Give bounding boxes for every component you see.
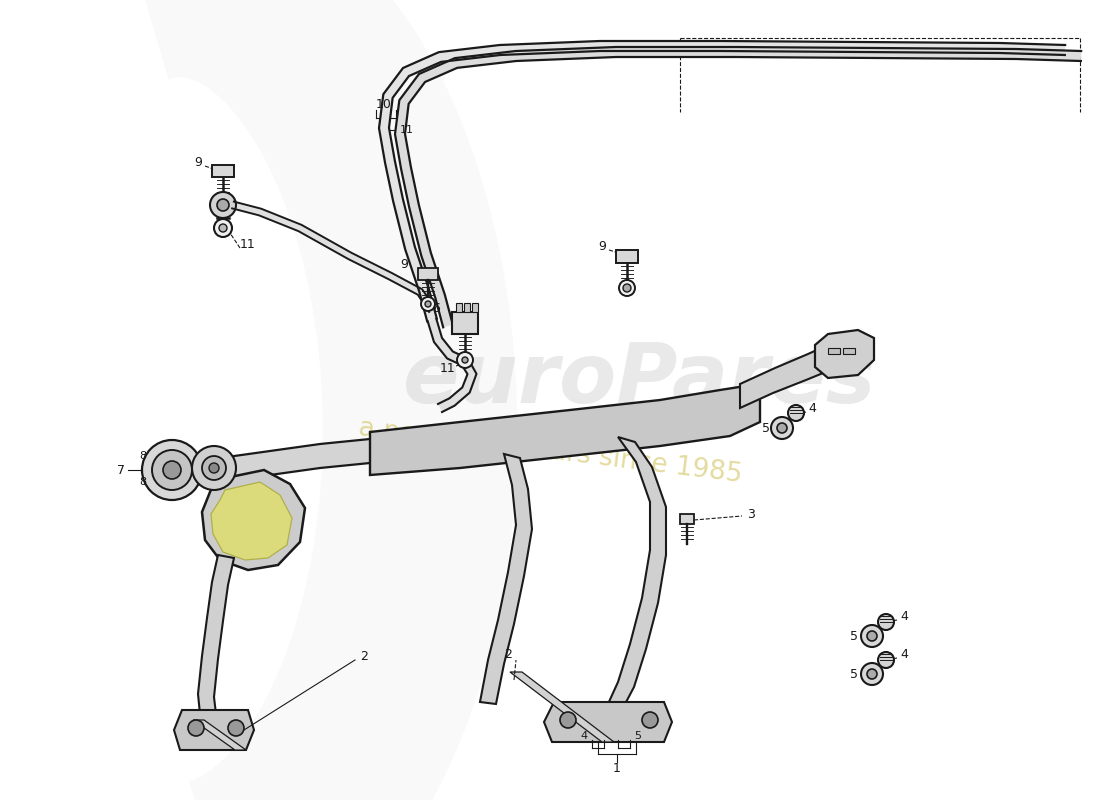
Text: 11: 11 xyxy=(240,238,256,250)
Circle shape xyxy=(188,720,204,736)
Circle shape xyxy=(861,625,883,647)
Bar xyxy=(452,312,478,334)
Circle shape xyxy=(642,712,658,728)
Bar xyxy=(616,250,638,263)
Text: 7: 7 xyxy=(117,463,125,477)
Bar xyxy=(843,348,855,354)
Text: 10: 10 xyxy=(376,98,392,110)
Polygon shape xyxy=(192,720,246,750)
Polygon shape xyxy=(198,555,234,714)
Circle shape xyxy=(228,720,244,736)
Text: 6: 6 xyxy=(432,302,440,314)
Polygon shape xyxy=(370,385,760,475)
Bar xyxy=(680,514,694,524)
Text: 5: 5 xyxy=(850,667,858,681)
Circle shape xyxy=(202,456,226,480)
Text: 4: 4 xyxy=(900,647,908,661)
Circle shape xyxy=(777,423,786,433)
Text: 8: 8 xyxy=(139,451,146,461)
Text: 4: 4 xyxy=(808,402,816,414)
Bar xyxy=(212,165,234,177)
Bar xyxy=(464,303,470,312)
Circle shape xyxy=(421,297,434,311)
Bar xyxy=(472,303,478,312)
Polygon shape xyxy=(608,437,666,706)
Polygon shape xyxy=(202,470,305,570)
Circle shape xyxy=(456,352,473,368)
Text: 9: 9 xyxy=(194,157,202,170)
Circle shape xyxy=(214,219,232,237)
Circle shape xyxy=(878,652,894,668)
Circle shape xyxy=(210,192,236,218)
Circle shape xyxy=(623,284,631,292)
Circle shape xyxy=(152,450,192,490)
Polygon shape xyxy=(815,330,875,378)
Polygon shape xyxy=(428,318,476,412)
Polygon shape xyxy=(740,340,845,408)
Circle shape xyxy=(560,712,576,728)
Text: 11: 11 xyxy=(440,362,455,374)
Text: 3: 3 xyxy=(747,507,755,521)
Text: 4: 4 xyxy=(581,731,589,741)
Bar xyxy=(828,348,840,354)
Circle shape xyxy=(192,446,236,490)
Text: 5: 5 xyxy=(850,630,858,642)
Circle shape xyxy=(861,663,883,685)
Polygon shape xyxy=(510,672,614,742)
Polygon shape xyxy=(480,454,532,704)
Text: euroPares: euroPares xyxy=(404,339,877,421)
Circle shape xyxy=(209,463,219,473)
Circle shape xyxy=(771,417,793,439)
Text: 11: 11 xyxy=(400,125,414,135)
Bar xyxy=(456,303,462,312)
Polygon shape xyxy=(232,202,434,312)
Text: 1: 1 xyxy=(613,762,620,775)
Circle shape xyxy=(163,461,182,479)
Polygon shape xyxy=(395,47,1081,327)
Text: a passion for cars since 1985: a passion for cars since 1985 xyxy=(356,415,744,489)
Circle shape xyxy=(462,357,468,363)
Polygon shape xyxy=(211,482,292,560)
Text: 8: 8 xyxy=(139,477,146,487)
Bar xyxy=(418,268,438,280)
Text: 5: 5 xyxy=(634,731,641,741)
Text: 9: 9 xyxy=(598,241,606,254)
Text: 2: 2 xyxy=(360,650,367,663)
Circle shape xyxy=(878,614,894,630)
Polygon shape xyxy=(379,41,1065,322)
Circle shape xyxy=(788,405,804,421)
Circle shape xyxy=(217,199,229,211)
Text: 9: 9 xyxy=(400,258,408,270)
Circle shape xyxy=(619,280,635,296)
Circle shape xyxy=(425,301,431,307)
Polygon shape xyxy=(220,388,750,482)
Text: 2: 2 xyxy=(504,649,512,662)
Circle shape xyxy=(142,440,202,500)
Polygon shape xyxy=(174,710,254,750)
Text: 4: 4 xyxy=(900,610,908,622)
Polygon shape xyxy=(544,702,672,742)
Circle shape xyxy=(867,631,877,641)
Circle shape xyxy=(219,224,227,232)
Circle shape xyxy=(867,669,877,679)
Text: 5: 5 xyxy=(762,422,770,434)
